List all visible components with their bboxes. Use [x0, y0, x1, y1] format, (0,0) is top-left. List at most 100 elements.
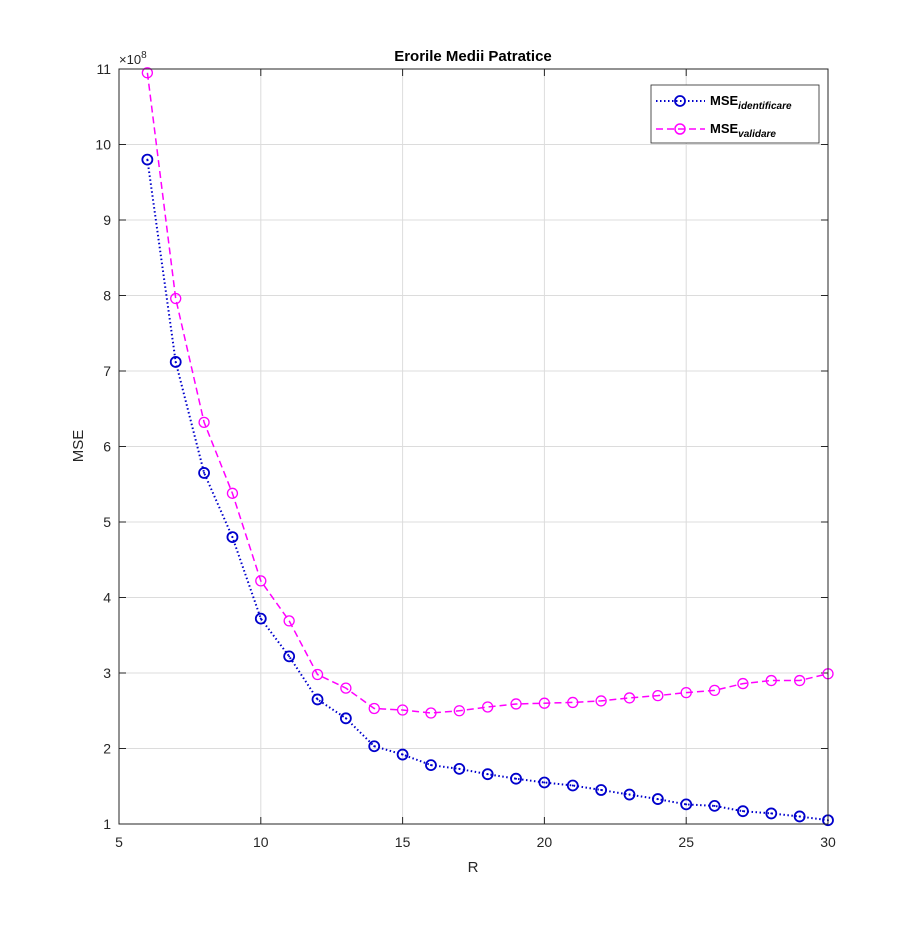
data-point-validare — [538, 697, 551, 709]
data-point-validare — [340, 682, 352, 694]
data-point-dot-identificare — [656, 798, 659, 801]
y-tick-label: 11 — [96, 61, 111, 77]
data-point-identificare — [481, 768, 494, 781]
data-point-dot-identificare — [174, 360, 177, 363]
data-point-dot-identificare — [571, 784, 574, 787]
x-tick-label: 15 — [395, 834, 411, 850]
legend-name-identificare: MSE — [710, 93, 739, 108]
data-point-identificare — [396, 748, 409, 761]
grid — [119, 69, 828, 824]
data-point-validare — [368, 702, 380, 715]
data-point-dot-identificare — [741, 810, 744, 813]
data-point-identificare — [226, 531, 239, 543]
legend: MSEidentificare MSEvalidare — [650, 84, 820, 144]
data-point-identificare — [425, 759, 437, 772]
legend-marker-validare — [674, 123, 686, 135]
axes-box — [118, 68, 829, 825]
tick-labels: 5 10 15 20 25 30 1 2 3 4 5 6 7 8 9 10 11 — [95, 61, 836, 850]
data-point-dot-identificare — [288, 655, 291, 658]
y-exponent-base: ×10 — [119, 52, 141, 67]
data-point-validare — [198, 416, 210, 428]
data-point-validare — [283, 615, 295, 627]
data-point-dot-identificare — [146, 158, 149, 161]
data-point-identificare — [339, 712, 352, 725]
legend-label-identificare: MSEidentificare — [710, 93, 792, 112]
data-point-dot-identificare — [316, 698, 319, 701]
data-point-dot-identificare — [515, 777, 518, 780]
data-point-validare — [396, 704, 409, 716]
legend-subscript-validare: validare — [738, 129, 776, 140]
data-point-validare — [510, 698, 522, 710]
data-point-identificare — [198, 467, 210, 479]
y-tick-label: 6 — [103, 439, 111, 455]
legend-name-validare: MSE — [710, 121, 739, 136]
data-point-identificare — [680, 798, 693, 811]
series-layer — [141, 67, 834, 827]
data-point-validare — [623, 692, 636, 704]
y-tick-label: 2 — [103, 741, 111, 757]
data-point-validare — [567, 696, 579, 709]
data-point-identificare — [368, 740, 381, 753]
data-point-identificare — [510, 772, 522, 785]
data-point-validare — [595, 695, 607, 707]
data-point-validare — [425, 707, 437, 719]
data-point-dot-identificare — [373, 745, 376, 748]
data-point-validare — [311, 668, 324, 681]
data-point-dot-identificare — [259, 617, 262, 620]
y-exponent-label: ×108 — [119, 50, 147, 67]
data-point-dot-identificare — [628, 793, 631, 796]
data-point-validare — [708, 684, 721, 697]
data-point-validare — [652, 690, 664, 702]
data-point-dot-identificare — [798, 815, 801, 818]
data-point-dot-identificare — [600, 789, 603, 792]
y-tick-label: 4 — [103, 590, 111, 606]
y-tick-label: 7 — [103, 363, 111, 379]
data-point-identificare — [141, 153, 154, 166]
data-point-identificare — [311, 693, 324, 706]
data-point-validare — [793, 674, 806, 687]
data-point-validare — [453, 705, 465, 717]
data-point-identificare — [283, 650, 296, 663]
data-point-identificare — [651, 793, 664, 805]
x-axis-label: R — [468, 859, 479, 876]
data-point-validare — [737, 677, 749, 690]
data-point-dot-identificare — [713, 804, 716, 807]
data-point-validare — [170, 292, 182, 305]
legend-subscript-identificare: identificare — [738, 101, 792, 112]
x-tick-label: 5 — [115, 834, 123, 850]
data-point-dot-identificare — [486, 773, 489, 776]
data-point-dot-identificare — [344, 717, 347, 720]
y-tick-label: 1 — [103, 816, 111, 832]
data-point-dot-identificare — [543, 781, 546, 784]
x-tick-label: 20 — [537, 834, 553, 850]
legend-marker-identificare — [674, 95, 686, 107]
data-point-identificare — [595, 784, 608, 796]
data-point-validare — [482, 701, 494, 713]
data-point-dot-identificare — [770, 812, 773, 815]
y-tick-label: 9 — [103, 212, 111, 228]
data-point-identificare — [708, 799, 721, 812]
data-point-validare — [765, 674, 777, 687]
data-point-validare — [226, 487, 239, 499]
x-tick-label: 30 — [820, 834, 836, 850]
legend-label-validare: MSEvalidare — [710, 121, 776, 140]
data-point-identificare — [623, 788, 636, 801]
data-point-validare — [680, 686, 692, 699]
data-point-identificare — [453, 762, 466, 775]
y-tick-label: 5 — [103, 514, 111, 530]
y-axis-label: MSE — [70, 430, 87, 463]
data-point-dot-identificare — [458, 767, 461, 770]
series-line-validare — [146, 72, 829, 714]
y-tick-label: 8 — [103, 288, 111, 304]
data-point-dot-identificare — [401, 753, 404, 756]
data-point-validare — [255, 575, 267, 587]
chart-title: Erorile Medii Patratice — [394, 48, 552, 65]
data-point-identificare — [254, 612, 267, 625]
data-point-validare — [141, 67, 154, 79]
data-point-dot-identificare — [429, 764, 432, 767]
x-tick-label: 25 — [678, 834, 694, 850]
x-tick-label: 10 — [253, 834, 269, 850]
data-point-dot-identificare — [203, 471, 206, 474]
y-tick-label: 3 — [103, 665, 111, 681]
